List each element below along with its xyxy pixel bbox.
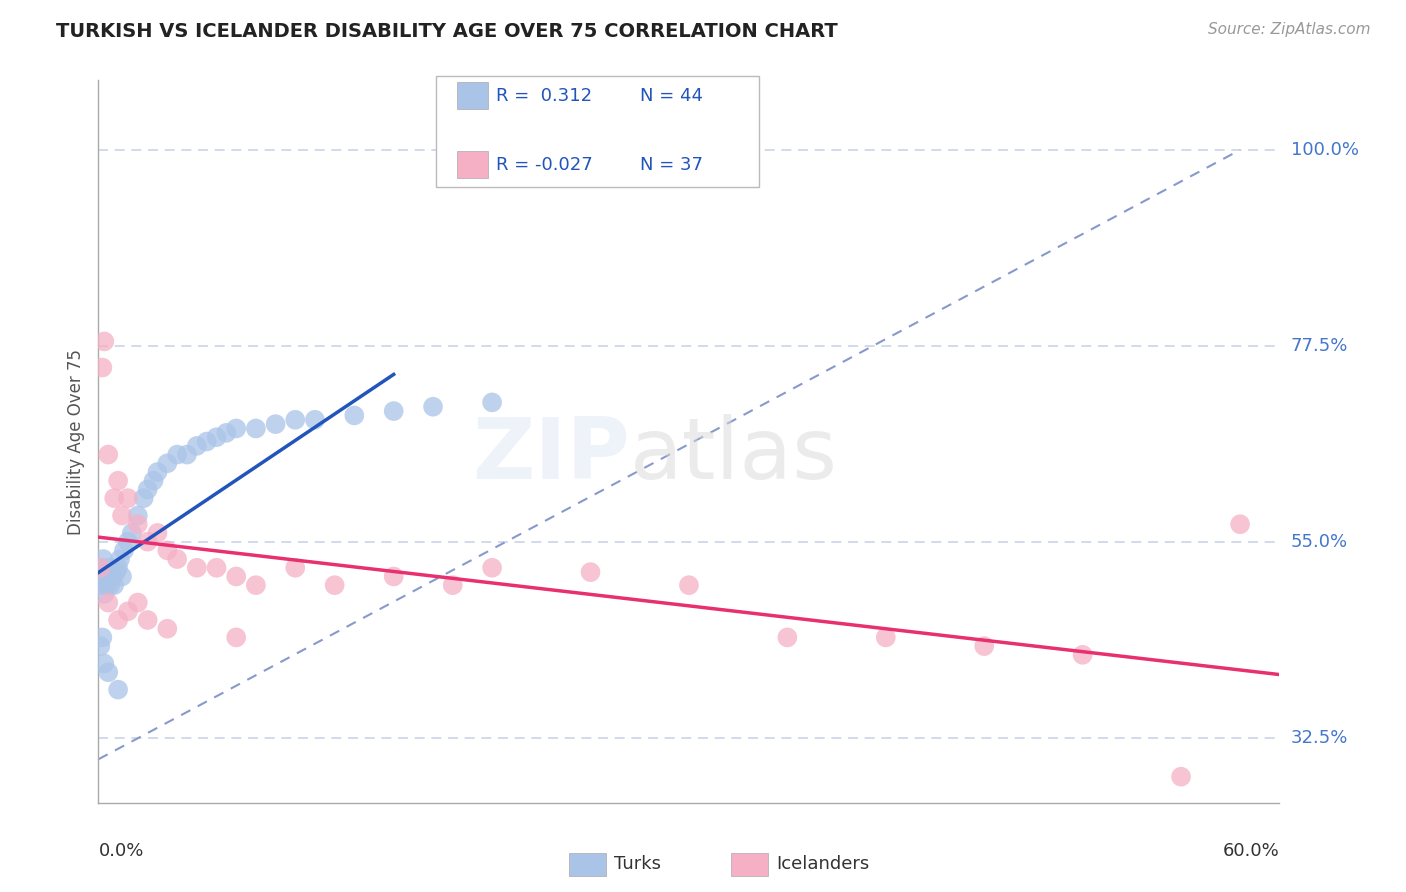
Point [107,682,129,697]
Point [186,561,208,575]
Point [93,587,115,601]
Point [481,561,503,575]
Point [111,569,134,583]
Point [382,404,405,418]
Point [127,508,149,523]
Point [875,631,897,645]
Point [166,448,188,462]
Point [1229,517,1251,532]
Point [93,657,115,671]
Point [245,421,267,435]
Point [97,448,120,462]
Point [93,552,115,566]
Point [176,448,198,462]
Point [105,565,128,579]
Text: Icelanders: Icelanders [776,855,869,873]
Point [481,395,503,409]
Point [156,543,179,558]
Text: N = 37: N = 37 [640,156,703,174]
Point [112,543,135,558]
Point [117,604,139,618]
Point [117,534,139,549]
Point [107,561,129,575]
Point [103,578,125,592]
Point [973,639,995,653]
Point [127,596,149,610]
Point [186,439,208,453]
Point [98,578,121,592]
Point [91,631,114,645]
Point [776,631,799,645]
Point [166,552,188,566]
Text: Turks: Turks [614,855,661,873]
Text: R =  0.312: R = 0.312 [496,87,592,105]
Point [136,534,159,549]
Point [441,578,464,592]
Text: 77.5%: 77.5% [1291,337,1348,355]
Text: R = -0.027: R = -0.027 [496,156,593,174]
Text: 32.5%: 32.5% [1291,729,1348,747]
Point [195,434,218,449]
Point [146,465,169,479]
Text: Source: ZipAtlas.com: Source: ZipAtlas.com [1208,22,1371,37]
Point [91,569,114,583]
Point [97,596,120,610]
Point [225,569,247,583]
Text: 100.0%: 100.0% [1291,141,1358,159]
Point [136,483,159,497]
Point [343,409,366,423]
Point [579,565,602,579]
Point [89,561,111,575]
Point [127,517,149,532]
Point [93,334,115,349]
Point [94,569,117,583]
Text: 60.0%: 60.0% [1223,842,1279,860]
Text: 55.0%: 55.0% [1291,533,1348,550]
Text: atlas: atlas [630,415,838,498]
Point [146,525,169,540]
Point [156,456,179,470]
Point [136,613,159,627]
Point [225,631,247,645]
Point [142,474,165,488]
Point [323,578,346,592]
Point [90,578,112,592]
Point [1170,770,1192,784]
Point [107,474,129,488]
Point [97,665,120,680]
Y-axis label: Disability Age Over 75: Disability Age Over 75 [66,349,84,534]
Point [284,561,307,575]
Point [89,561,111,575]
Point [89,639,111,653]
Point [91,360,114,375]
Point [101,569,124,583]
Point [205,430,228,444]
Text: N = 44: N = 44 [640,87,703,105]
Point [225,421,247,435]
Text: ZIP: ZIP [472,415,630,498]
Text: TURKISH VS ICELANDER DISABILITY AGE OVER 75 CORRELATION CHART: TURKISH VS ICELANDER DISABILITY AGE OVER… [56,22,838,41]
Point [1071,648,1094,662]
Point [97,561,120,575]
Point [108,552,131,566]
Point [121,525,143,540]
Point [103,491,125,505]
Point [382,569,405,583]
Point [107,613,129,627]
Point [205,561,228,575]
Point [156,622,179,636]
Point [678,578,700,592]
Text: 0.0%: 0.0% [98,842,143,860]
Point [304,413,326,427]
Point [245,578,267,592]
Point [215,425,238,440]
Point [264,417,287,431]
Point [111,508,134,523]
Point [284,413,307,427]
Point [96,578,118,592]
Point [422,400,444,414]
Point [132,491,155,505]
Point [117,491,139,505]
